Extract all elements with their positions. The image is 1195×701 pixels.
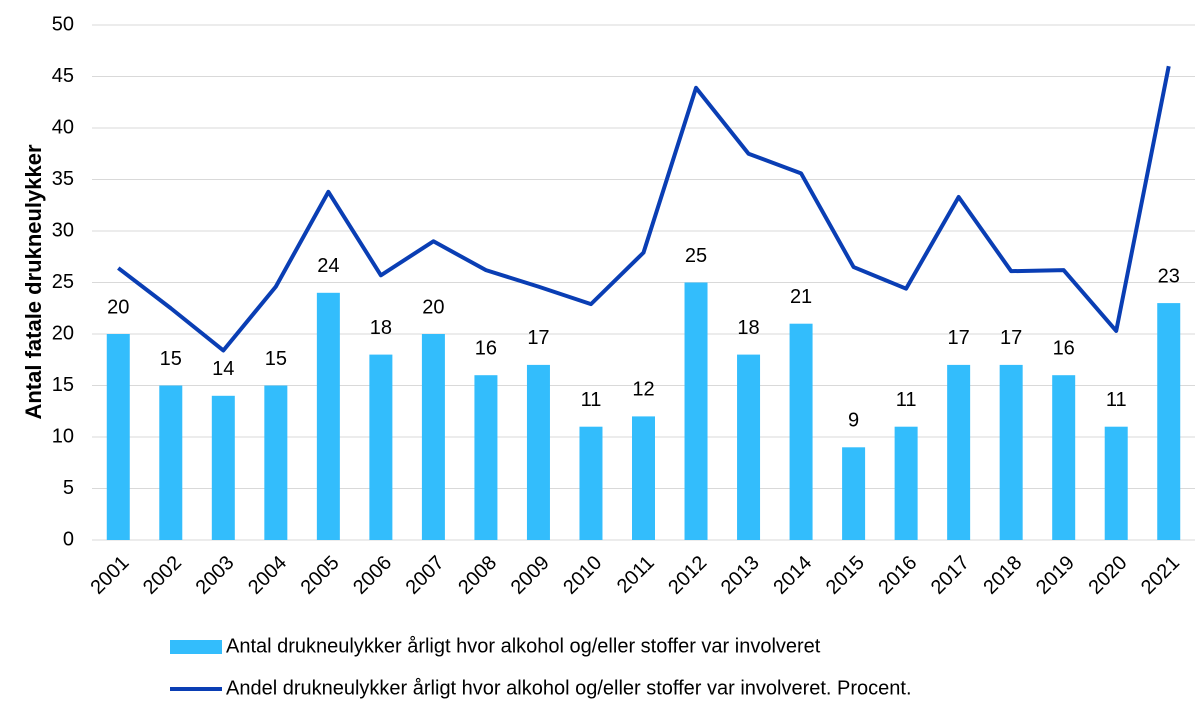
bar (421, 334, 445, 540)
data-label: 20 (422, 296, 444, 318)
x-tick-label: 2011 (613, 552, 659, 598)
bar (316, 292, 340, 540)
x-tick-label: 2006 (349, 552, 396, 599)
x-tick-label: 2016 (874, 552, 921, 599)
x-tick-label: 2018 (979, 552, 1026, 599)
bar (211, 395, 235, 540)
data-label: 14 (212, 358, 234, 380)
bar (1157, 303, 1181, 540)
x-tick-label: 2004 (244, 552, 291, 599)
bar (159, 385, 183, 540)
data-label: 17 (1000, 327, 1022, 349)
data-label: 15 (160, 348, 182, 370)
data-label: 20 (107, 296, 129, 318)
y-tick-label: 50 (52, 13, 74, 35)
x-tick-label: 2021 (1137, 552, 1184, 599)
x-tick-label: 2013 (717, 552, 764, 599)
legend-swatch (170, 640, 222, 654)
data-label: 11 (581, 389, 602, 411)
bar (264, 385, 288, 540)
bar (842, 447, 866, 540)
bar (106, 334, 130, 540)
data-label: 18 (370, 317, 392, 339)
data-label: 24 (317, 255, 339, 277)
y-tick-label: 15 (52, 374, 74, 396)
x-tick-label: 2019 (1032, 552, 1079, 599)
bar (894, 426, 918, 540)
bar (999, 364, 1023, 540)
x-tick-label: 2003 (192, 552, 239, 599)
bar (737, 354, 761, 540)
bar (526, 364, 550, 540)
data-label: 9 (848, 410, 859, 432)
data-label: 23 (1158, 265, 1180, 287)
y-tick-label: 25 (52, 271, 74, 293)
bar (369, 354, 393, 540)
x-tick-label: 2009 (507, 552, 554, 599)
data-label: 12 (632, 379, 654, 401)
x-tick-label: 2002 (139, 552, 186, 599)
x-tick-label: 2008 (454, 552, 501, 599)
x-tick-label: 2020 (1084, 552, 1131, 599)
data-label: 25 (685, 245, 707, 267)
y-tick-label: 10 (52, 425, 74, 447)
data-label: 18 (737, 317, 759, 339)
data-label: 11 (1106, 389, 1127, 411)
y-tick-label: 35 (52, 168, 74, 190)
data-label: 17 (527, 327, 549, 349)
bar (1104, 426, 1128, 540)
x-tick-label: 2007 (402, 552, 449, 599)
line (117, 65, 1171, 353)
bar (684, 282, 708, 540)
x-tick-label: 2001 (87, 552, 134, 599)
bar (579, 426, 603, 540)
legend-label: Antal drukneulykker årligt hvor alkohol … (226, 635, 821, 657)
x-tick-label: 2005 (297, 552, 344, 599)
x-tick-label: 2012 (664, 552, 711, 599)
data-label: 17 (948, 327, 970, 349)
y-tick-label: 45 (52, 65, 74, 87)
y-tick-label: 5 (63, 477, 74, 499)
y-tick-label: 40 (52, 116, 74, 138)
y-tick-label: 0 (63, 528, 74, 550)
x-tick-label: 2015 (822, 552, 869, 599)
legend-label: Andel drukneulykker årligt hvor alkohol … (226, 677, 912, 699)
data-label: 16 (475, 337, 497, 359)
y-tick-label: 30 (52, 219, 74, 241)
x-tick-label: 2014 (769, 552, 816, 599)
y-axis-label: Antal fatale drukneulykker (21, 144, 46, 420)
data-label: 16 (1053, 337, 1075, 359)
x-tick-label: 2010 (559, 552, 606, 599)
bar (789, 323, 813, 540)
data-label: 11 (896, 389, 917, 411)
x-tick-label: 2017 (927, 552, 974, 599)
data-label: 15 (265, 348, 287, 370)
data-label: 21 (790, 286, 812, 308)
bar (632, 416, 655, 540)
bar (474, 375, 498, 540)
bar (947, 364, 971, 540)
bar (1052, 375, 1076, 540)
y-tick-label: 20 (52, 322, 74, 344)
